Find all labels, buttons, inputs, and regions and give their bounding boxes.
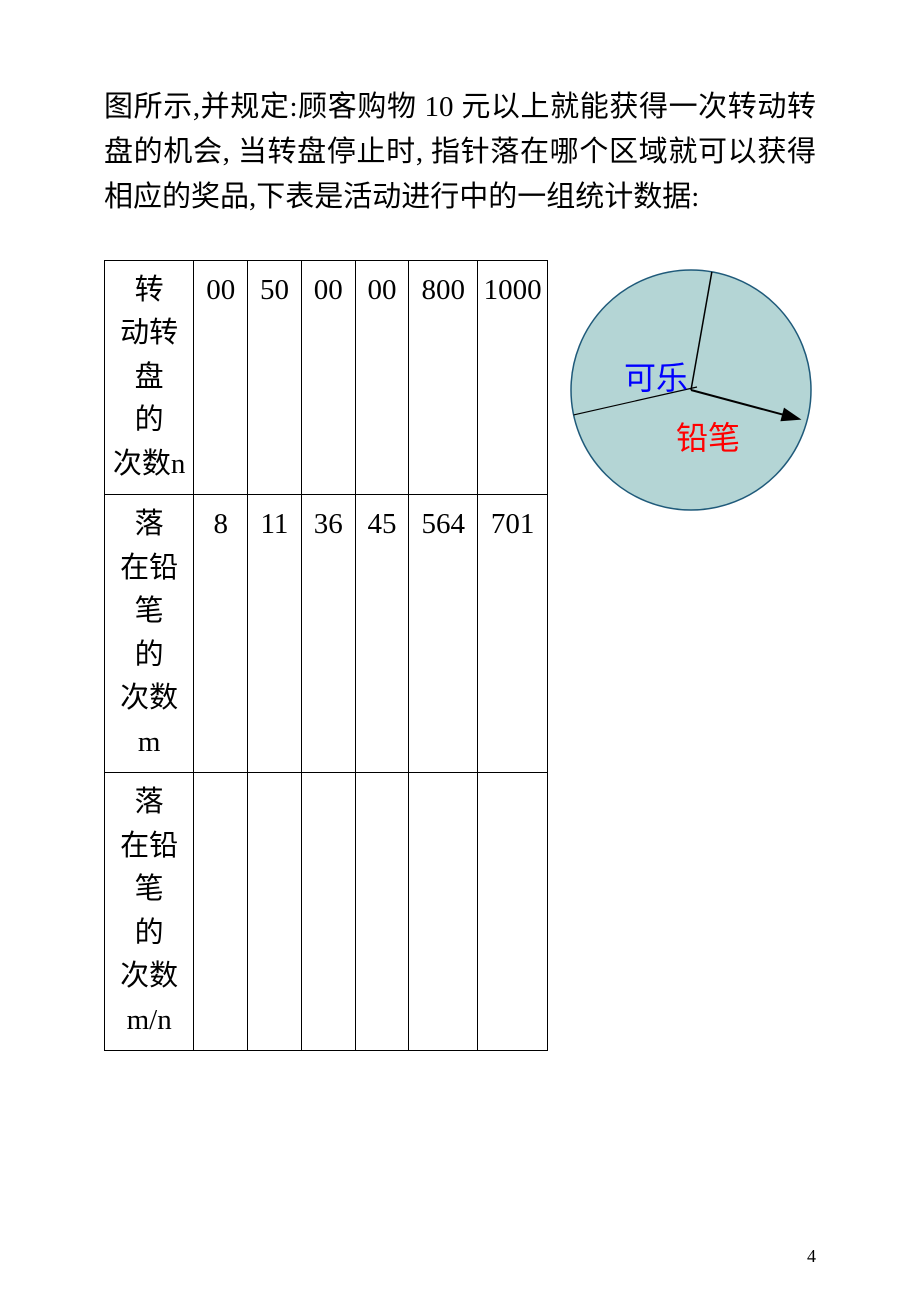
page-number: 4 bbox=[807, 1246, 816, 1267]
row-label: 落在铅笔的次数 m bbox=[105, 495, 194, 773]
table-cell: 45 bbox=[355, 495, 409, 773]
table-row: 落在铅笔的次数m/n bbox=[105, 773, 548, 1051]
wheel-label-pencil: 铅笔 bbox=[676, 413, 740, 459]
spinner-wheel: 可乐 铅笔 bbox=[566, 265, 816, 515]
table-cell: 11 bbox=[248, 495, 302, 773]
table-row: 转动转盘的次数n005000008001000 bbox=[105, 260, 548, 495]
table-cell: 50 bbox=[248, 260, 302, 495]
table-cell: 1000 bbox=[478, 260, 548, 495]
table-cell: 701 bbox=[478, 495, 548, 773]
table-cell: 800 bbox=[409, 260, 478, 495]
table-cell bbox=[194, 773, 248, 1051]
row-label: 落在铅笔的次数m/n bbox=[105, 773, 194, 1051]
table-cell bbox=[248, 773, 302, 1051]
table-row: 落在铅笔的次数 m8113645564701 bbox=[105, 495, 548, 773]
wheel-svg bbox=[566, 265, 816, 515]
table-cell: 8 bbox=[194, 495, 248, 773]
statistics-table: 转动转盘的次数n005000008001000落在铅笔的次数 m81136455… bbox=[104, 260, 548, 1052]
row-label: 转动转盘的次数n bbox=[105, 260, 194, 495]
content-row: 转动转盘的次数n005000008001000落在铅笔的次数 m81136455… bbox=[104, 260, 816, 1052]
table-cell: 00 bbox=[355, 260, 409, 495]
wheel-label-cola: 可乐 bbox=[624, 353, 688, 399]
table-cell bbox=[301, 773, 355, 1051]
table-cell bbox=[355, 773, 409, 1051]
table-cell: 36 bbox=[301, 495, 355, 773]
table-cell: 00 bbox=[301, 260, 355, 495]
problem-text: 图所示,并规定:顾客购物 10 元以上就能获得一次转动转盘的机会, 当转盘停止时… bbox=[104, 85, 816, 220]
table-cell: 00 bbox=[194, 260, 248, 495]
table-cell bbox=[409, 773, 478, 1051]
table-cell bbox=[478, 773, 548, 1051]
table-cell: 564 bbox=[409, 495, 478, 773]
